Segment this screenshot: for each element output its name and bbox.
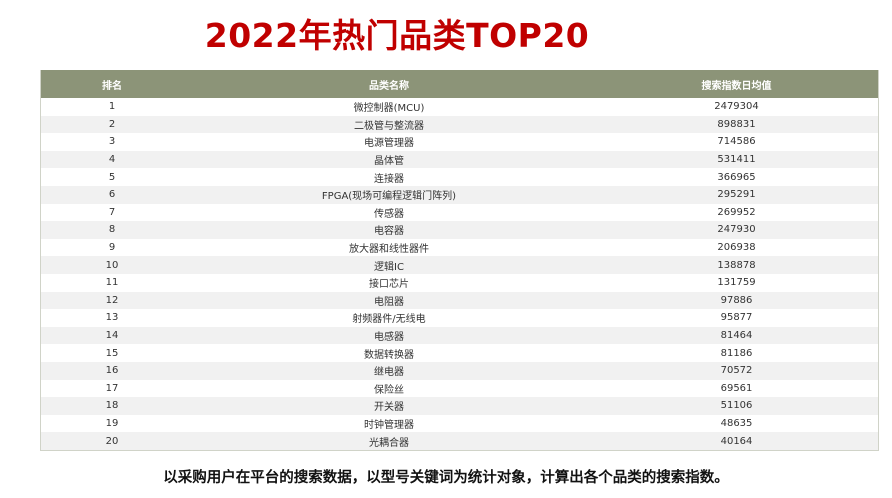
table-row: 2 二极管与整流器 898831 [41,115,878,134]
cell-rank: 8 [108,224,116,236]
cell-value: 206938 [717,242,756,254]
cell-value: 714586 [717,136,756,148]
cell-value: 69561 [720,382,753,394]
cell-rank: 6 [108,189,116,201]
cell-name: 数据转换器 [364,349,414,361]
cell-value: 70572 [720,365,753,377]
table-row: 1 微控制器(MCU) 2479304 [41,98,878,116]
table-row: 13 射频器件/无线电 95877 [41,309,878,327]
cell-value: 95877 [720,312,753,324]
cell-name: 晶体管 [374,156,404,168]
cell-name: 保险丝 [374,384,404,396]
header-rank: 排名 [102,80,122,92]
cell-value: 898831 [717,118,756,130]
cell-value: 51106 [720,400,753,412]
cell-value: 366965 [717,171,756,183]
header-name: 品类名称 [369,80,409,92]
cell-rank: 16 [105,365,119,377]
cell-rank: 15 [105,347,119,359]
footnote: 以采购用户在平台的搜索数据，以型号关键词为统计对象，计算出各个品类的搜索指数。 [163,470,729,486]
cell-name: 电容器 [374,226,404,238]
header-value: 搜索指数日均值 [701,80,772,92]
cell-name: 开关器 [374,402,404,414]
cell-rank: 13 [105,312,119,324]
cell-rank: 14 [105,330,119,342]
cell-value: 247930 [717,224,756,236]
cell-name: 电源管理器 [364,138,414,150]
table-row: 17 保险丝 69561 [41,379,878,398]
table-row: 4 晶体管 531411 [41,150,878,169]
cell-name: 射频器件/无线电 [352,314,426,326]
cell-name: 二极管与整流器 [354,120,424,132]
cell-value: 81186 [720,347,753,359]
cell-name: 继电器 [374,367,404,379]
cell-name: 逻辑IC [374,261,404,273]
table-row: 14 电感器 81464 [41,326,878,345]
cell-name: 电阻器 [374,296,404,308]
cell-value: 2479304 [714,101,759,113]
cell-value: 138878 [717,259,756,271]
cell-rank: 19 [105,417,119,429]
table-row: 10 逻辑IC 138878 [41,256,878,274]
cell-rank: 20 [105,435,119,447]
cell-rank: 18 [105,400,119,412]
table-row: 12 电阻器 97886 [41,291,878,310]
cell-rank: 7 [108,206,116,218]
table-row: 19 时钟管理器 48635 [41,414,878,433]
cell-rank: 1 [108,101,116,113]
cell-name: 时钟管理器 [364,419,414,431]
cell-value: 295291 [717,189,756,201]
table-row: 20 光耦合器 40164 [41,432,878,450]
cell-rank: 2 [108,118,116,130]
table-body: 1 微控制器(MCU) 2479304 2 二极管与整流器 898831 3 电源管理器 714… [41,98,878,450]
cell-rank: 3 [108,136,116,148]
ranking-table: 排名 品类名称 搜索指数日均值 1 微控制器(MCU) 2479304 2 二极管与整流… [40,70,879,451]
table-row: 9 放大器和线性器件 206938 [41,238,878,257]
cell-rank: 10 [105,259,119,271]
table-header: 排名 品类名称 搜索指数日均值 [41,70,878,98]
cell-name: 连接器 [374,173,404,185]
cell-name: 光耦合器 [369,437,409,449]
table-row: 18 开关器 51106 [41,397,878,415]
cell-value: 269952 [717,206,756,218]
table-row: 11 接口芯片 131759 [41,273,878,292]
cell-name: 传感器 [374,208,404,220]
table-row: 8 电容器 247930 [41,221,878,239]
cell-name: FPGA(现场可编程逻辑门阵列) [321,191,457,203]
cell-rank: 11 [105,277,119,289]
table-row: 3 电源管理器 714586 [41,133,878,151]
cell-rank: 17 [105,382,119,394]
cell-rank: 5 [108,171,116,183]
page-title: 2022年热门品类TOP20 [204,16,590,55]
cell-value: 40164 [720,435,753,447]
cell-rank: 12 [105,294,119,306]
cell-name: 电感器 [374,332,404,344]
cell-rank: 4 [108,154,116,166]
cell-name: 放大器和线性器件 [349,244,429,256]
table-row: 6 FPGA(现场可编程逻辑门阵列) 295291 [41,185,878,204]
cell-value: 131759 [717,277,756,289]
table-row: 16 继电器 70572 [41,361,878,380]
cell-name: 微控制器(MCU) [353,103,425,115]
cell-name: 接口芯片 [369,279,409,291]
cell-value: 531411 [717,154,756,166]
cell-value: 48635 [720,417,753,429]
cell-value: 81464 [720,330,753,342]
cell-value: 97886 [720,294,753,306]
table-row: 15 数据转换器 81186 [41,344,878,362]
cell-rank: 9 [108,242,116,254]
table-row: 7 传感器 269952 [41,203,878,222]
table-row: 5 连接器 366965 [41,168,878,186]
